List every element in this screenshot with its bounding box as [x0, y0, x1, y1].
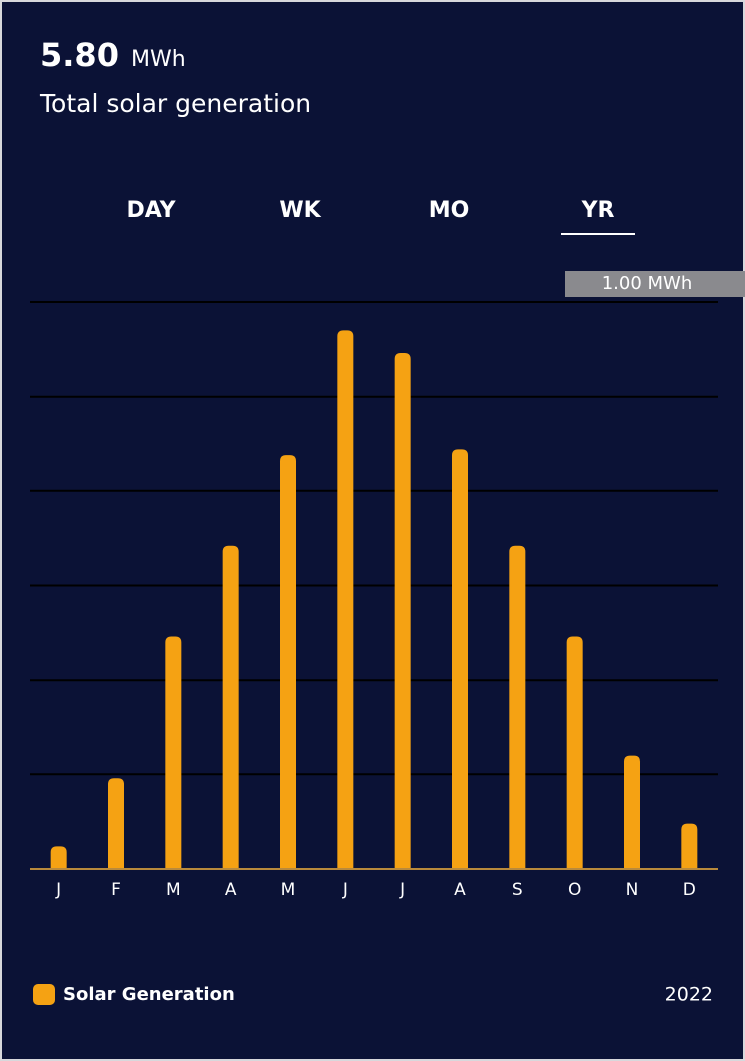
- tab[interactable]: DAY: [126, 198, 176, 223]
- x-tick-label: J: [342, 880, 348, 900]
- tab[interactable]: MO: [429, 198, 470, 223]
- bar: [624, 755, 640, 869]
- x-tick-label: D: [683, 880, 696, 900]
- bar: [280, 455, 296, 869]
- legend-swatch: [33, 984, 55, 1005]
- x-tick-label: N: [626, 880, 639, 900]
- bar: [452, 449, 468, 869]
- y-tick-label: 1.00 MWh: [602, 273, 693, 294]
- bar: [165, 636, 182, 869]
- x-tick-label: J: [399, 880, 405, 900]
- bar: [681, 823, 698, 869]
- x-tick-label: A: [454, 880, 466, 900]
- x-tick-label: M: [281, 880, 296, 900]
- total-value: 5.80: [40, 36, 119, 74]
- year-label: 2022: [665, 984, 713, 1006]
- x-tick-label: A: [225, 880, 237, 900]
- tick-label-box: [565, 271, 745, 297]
- total-caption: Total solar generation: [39, 89, 311, 118]
- bar: [50, 846, 67, 869]
- chart: 1.00 MWh J F M A M J J A S O N D: [30, 271, 745, 900]
- tab[interactable]: YR: [581, 198, 615, 223]
- tab[interactable]: WK: [279, 198, 321, 223]
- bar: [108, 778, 124, 869]
- x-tick-label: F: [111, 880, 121, 900]
- bar: [222, 545, 239, 869]
- x-tick-label: J: [55, 880, 61, 900]
- bar: [566, 636, 583, 869]
- bar: [394, 353, 411, 869]
- bar: [509, 545, 526, 869]
- x-tick-label: S: [512, 880, 523, 900]
- bar: [337, 330, 354, 870]
- tabs: DAY WK MO YR: [126, 198, 635, 235]
- x-tick-label: O: [568, 880, 581, 900]
- x-tick-label: M: [166, 880, 181, 900]
- total-unit: MWh: [131, 47, 186, 72]
- legend-label: Solar Generation: [63, 984, 235, 1005]
